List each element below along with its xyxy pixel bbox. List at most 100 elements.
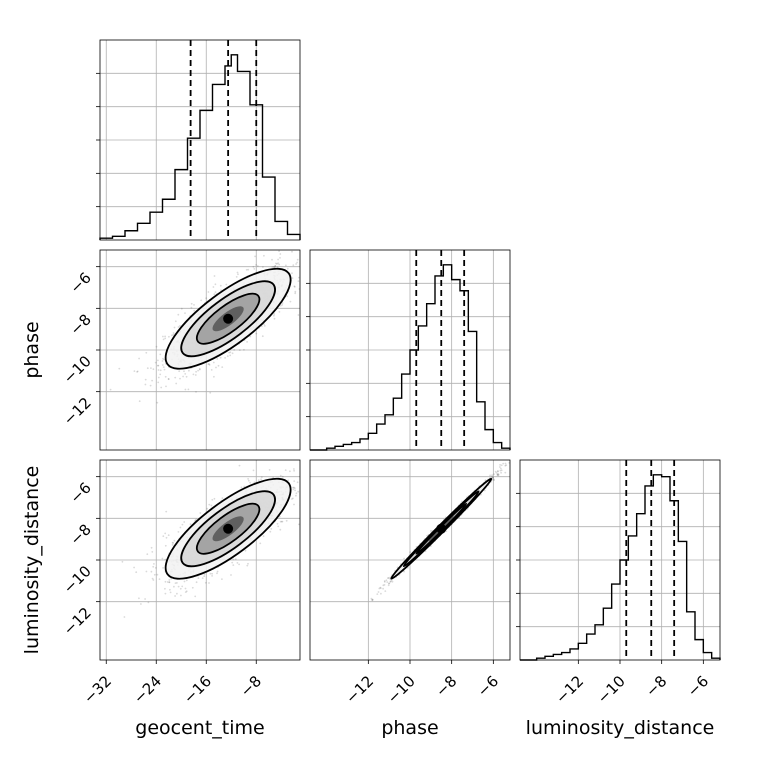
sample-point: [249, 481, 252, 484]
density-peak: [223, 523, 234, 534]
sample-point: [185, 579, 188, 582]
sample-point: [301, 277, 303, 279]
sample-point: [136, 370, 139, 373]
sample-point: [295, 494, 297, 497]
sample-point: [168, 579, 171, 581]
sample-point: [272, 266, 275, 268]
sample-point: [150, 367, 152, 369]
sample-point: [379, 587, 382, 589]
histogram-geocent_time: [99, 54, 301, 240]
sample-point: [232, 558, 235, 561]
sample-point: [163, 358, 166, 361]
scatter-panel-phase-vs-luminosity_distance: −12 −10 −8 −6: [309, 459, 511, 707]
sample-point: [247, 268, 250, 271]
sample-point: [229, 351, 232, 354]
sample-point: [201, 577, 204, 579]
sample-point: [229, 354, 232, 357]
sample-point: [293, 468, 295, 470]
sample-point: [205, 297, 208, 300]
sample-point: [210, 369, 213, 371]
sample-point: [313, 269, 315, 271]
sample-point: [160, 386, 163, 389]
sample-point: [159, 373, 162, 376]
sample-point: [291, 498, 293, 500]
sample-point: [273, 317, 276, 320]
sample-point: [214, 283, 217, 286]
sample-point: [279, 528, 282, 531]
sample-point: [177, 531, 180, 533]
sample-point: [173, 585, 175, 588]
sample-point: [168, 581, 171, 584]
sample-point: [303, 484, 305, 486]
sample-point: [172, 332, 175, 334]
sample-point: [177, 326, 180, 328]
sample-point: [157, 381, 160, 384]
sample-point: [162, 338, 165, 341]
sample-point: [181, 523, 184, 526]
sample-point: [390, 579, 393, 582]
sample-point: [497, 472, 499, 475]
sample-point: [293, 486, 295, 489]
sample-point: [296, 258, 299, 261]
sample-point: [278, 263, 281, 266]
sample-point: [197, 577, 200, 579]
sample-point: [255, 264, 257, 266]
sample-point: [497, 473, 499, 476]
sample-point: [184, 587, 187, 590]
sample-point: [378, 587, 381, 590]
sample-point: [197, 369, 200, 372]
sample-point: [247, 478, 250, 480]
sample-point: [263, 325, 266, 327]
contour-line: [195, 292, 261, 345]
sample-point: [211, 575, 214, 577]
sample-point: [146, 367, 149, 370]
sample-point: [277, 454, 279, 456]
sample-point: [298, 276, 300, 279]
sample-point: [483, 489, 486, 492]
sample-point: [403, 557, 405, 560]
sample-point: [279, 304, 282, 307]
sample-point: [246, 341, 249, 343]
sample-point: [383, 581, 386, 583]
density-peak: [223, 313, 234, 324]
sample-point: [144, 378, 147, 381]
sample-point: [162, 335, 164, 338]
sample-point: [224, 357, 227, 359]
sample-point: [305, 481, 307, 483]
sample-point: [138, 357, 141, 360]
sample-point: [133, 370, 136, 372]
sample-point: [144, 598, 147, 600]
sample-point: [163, 368, 166, 371]
sample-point: [182, 375, 185, 378]
sample-point: [198, 368, 201, 371]
sample-point: [371, 598, 374, 601]
sample-point: [496, 470, 499, 473]
sample-point: [409, 551, 411, 553]
sample-point: [286, 295, 289, 298]
sample-point: [294, 292, 297, 295]
sample-point: [217, 364, 220, 367]
sample-point: [276, 266, 279, 269]
sample-point: [281, 304, 284, 306]
sample-point: [500, 469, 503, 472]
sample-point: [167, 534, 170, 537]
sample-point: [221, 366, 224, 368]
sample-point: [211, 498, 214, 501]
sample-point: [269, 530, 272, 533]
sample-point: [208, 582, 210, 584]
sample-point: [388, 582, 390, 585]
y-tick-label: −12: [60, 394, 95, 429]
sample-point: [157, 359, 159, 362]
sample-point: [240, 486, 243, 489]
sample-point: [195, 391, 197, 393]
sample-point: [173, 539, 176, 542]
sample-point: [308, 482, 310, 484]
sample-point: [386, 581, 389, 583]
panel-content: [310, 460, 510, 660]
x-tick-label: −12: [552, 672, 587, 707]
x-tick-label: −10: [594, 672, 629, 707]
sample-point: [109, 388, 112, 391]
sample-point: [200, 299, 203, 302]
sample-point: [403, 570, 405, 573]
sample-point: [497, 473, 500, 476]
